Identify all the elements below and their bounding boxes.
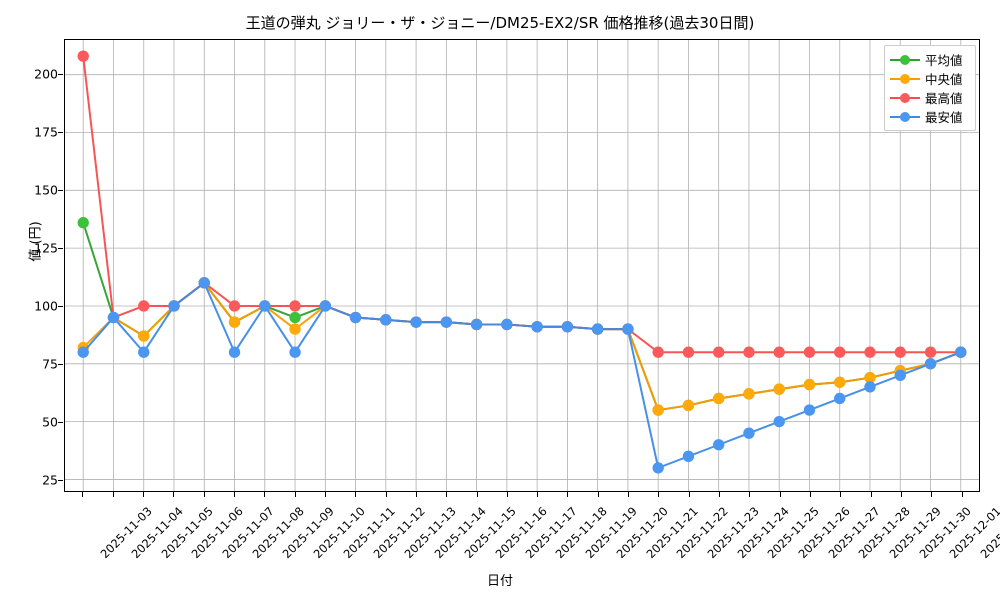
x-tick-mark — [264, 492, 266, 497]
series-2 — [77, 50, 967, 358]
x-axis-label: 日付 — [486, 574, 513, 589]
legend-swatch-icon — [890, 73, 920, 85]
x-tick-mark — [658, 492, 660, 497]
y-tick-mark — [58, 248, 63, 250]
legend-item-2[interactable]: 最高値 — [890, 88, 970, 107]
x-tick-mark — [82, 492, 84, 497]
x-tick-mark — [324, 492, 326, 497]
x-tick-mark — [294, 492, 296, 497]
y-tick-label: 175 — [34, 124, 58, 140]
chart-title: 王道の弾丸 ジョリー・ザ・ジョニー/DM25-EX2/SR 価格推移(過去30日… — [245, 14, 755, 32]
x-tick-mark — [567, 492, 569, 497]
x-tick-mark — [931, 492, 933, 497]
y-tick-mark — [58, 131, 63, 133]
grid-lines — [65, 40, 979, 491]
x-tick-mark — [233, 492, 235, 497]
x-tick-mark — [506, 492, 508, 497]
y-tick-mark — [58, 306, 63, 308]
legend-swatch-icon — [890, 111, 920, 123]
x-tick-mark — [173, 492, 175, 497]
x-tick-mark — [840, 492, 842, 497]
legend-item-3[interactable]: 最安値 — [890, 107, 970, 126]
y-tick-label: 200 — [34, 66, 58, 82]
series-3 — [77, 277, 967, 474]
y-tick-label: 50 — [42, 414, 58, 430]
y-tick-mark — [58, 73, 63, 75]
plot-area — [64, 39, 980, 492]
y-tick-mark — [58, 422, 63, 424]
legend-label: 中央値 — [925, 72, 963, 87]
x-tick-mark — [810, 492, 812, 497]
legend-swatch-icon — [890, 54, 920, 66]
y-tick-label: 100 — [34, 298, 58, 314]
x-tick-mark — [112, 492, 114, 497]
x-tick-mark — [901, 492, 903, 497]
x-tick-mark — [688, 492, 690, 497]
plot-svg — [65, 40, 979, 491]
legend-swatch-icon — [890, 92, 920, 104]
x-tick-mark — [961, 492, 963, 497]
x-tick-mark — [537, 492, 539, 497]
legend-label: 平均値 — [925, 53, 963, 68]
x-tick-mark — [749, 492, 751, 497]
x-tick-mark — [415, 492, 417, 497]
x-axis-tick-labels: 2025-11-03 2025-11-04 2025-11-05 2025-11-06… — [64, 498, 1000, 568]
y-tick-label: 125 — [34, 240, 58, 256]
x-tick-mark — [142, 492, 144, 497]
y-tick-mark — [58, 480, 63, 482]
legend-item-0[interactable]: 平均値 — [890, 50, 970, 69]
y-tick-label: 75 — [42, 356, 58, 372]
x-tick-mark — [355, 492, 357, 497]
x-axis-tick-marks — [64, 492, 980, 498]
legend-label: 最安値 — [925, 110, 963, 125]
y-tick-label: 25 — [42, 472, 58, 488]
x-tick-mark — [597, 492, 599, 497]
legend-label: 最高値 — [925, 91, 963, 106]
legend-item-1[interactable]: 中央値 — [890, 69, 970, 88]
x-tick-mark — [385, 492, 387, 497]
y-tick-mark — [58, 190, 63, 191]
y-tick-mark — [58, 364, 63, 366]
x-tick-mark — [203, 492, 205, 497]
x-tick-mark — [628, 492, 630, 497]
y-tick-label: 150 — [34, 182, 58, 198]
x-tick-mark — [870, 492, 872, 497]
x-tick-mark — [446, 492, 448, 497]
x-tick-mark — [476, 492, 478, 497]
x-tick-mark — [719, 492, 721, 497]
chart-legend: 平均値中央値最高値最安値 — [884, 45, 976, 131]
series-0 — [77, 217, 967, 416]
x-tick-mark — [779, 492, 781, 497]
y-axis-tick-labels: 25 50 75 100 125 150 175 200 — [0, 39, 63, 492]
